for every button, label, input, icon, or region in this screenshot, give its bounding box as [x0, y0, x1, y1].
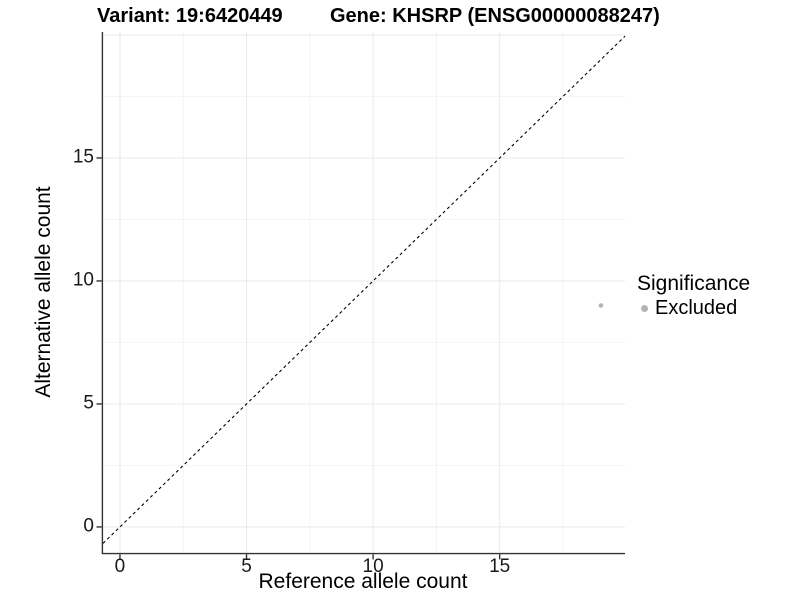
legend: Significance Excluded [637, 272, 750, 320]
legend-item-label: Excluded [655, 297, 738, 319]
x-axis-title: Reference allele count [258, 570, 468, 593]
y-axis-title: Alternative allele count [32, 186, 55, 398]
legend-item: Excluded [637, 297, 750, 320]
data-point [598, 303, 604, 308]
legend-point-marker-icon [641, 305, 648, 312]
legend-items: Excluded [637, 297, 750, 320]
identity-line [102, 35, 626, 544]
legend-title: Significance [637, 272, 751, 295]
variant-title: Variant: 19:6420449 [97, 5, 283, 27]
gene-title: Gene: KHSRP (ENSG00000088247) [330, 5, 660, 27]
